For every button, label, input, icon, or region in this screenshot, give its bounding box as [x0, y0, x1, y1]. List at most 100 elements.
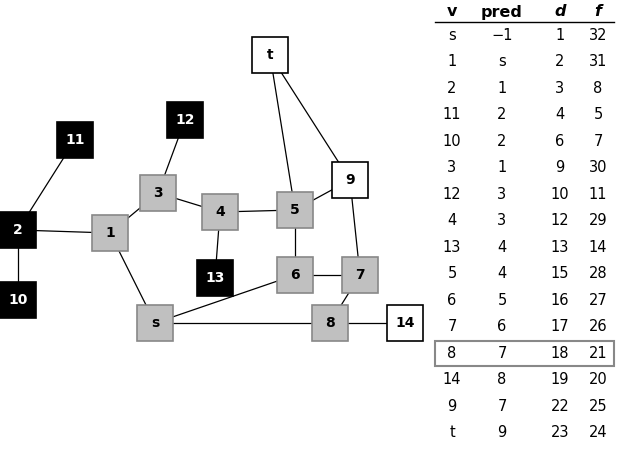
- Text: 9: 9: [498, 425, 506, 440]
- Text: 31: 31: [589, 54, 607, 69]
- FancyBboxPatch shape: [332, 162, 368, 198]
- Text: 5: 5: [594, 107, 603, 122]
- Text: 24: 24: [589, 425, 607, 440]
- Text: 6: 6: [555, 134, 565, 149]
- FancyBboxPatch shape: [57, 122, 93, 158]
- Text: 13: 13: [443, 240, 461, 255]
- Text: 11: 11: [589, 187, 607, 202]
- Text: 2: 2: [13, 223, 23, 237]
- Text: 19: 19: [551, 372, 569, 387]
- Text: s: s: [498, 54, 506, 69]
- Text: 8: 8: [498, 372, 506, 387]
- Text: 7: 7: [497, 399, 507, 414]
- Text: 15: 15: [551, 266, 569, 281]
- Text: 2: 2: [497, 107, 507, 122]
- Text: 18: 18: [551, 346, 569, 361]
- Text: 4: 4: [498, 266, 506, 281]
- Text: 8: 8: [448, 346, 457, 361]
- Text: 5: 5: [498, 293, 506, 308]
- FancyBboxPatch shape: [167, 102, 203, 138]
- FancyBboxPatch shape: [202, 194, 238, 230]
- Text: 3: 3: [555, 81, 565, 96]
- Text: 26: 26: [589, 319, 607, 334]
- FancyBboxPatch shape: [197, 260, 233, 296]
- Text: 29: 29: [589, 213, 607, 228]
- FancyBboxPatch shape: [137, 305, 173, 341]
- Text: 5: 5: [290, 203, 300, 217]
- Text: 1: 1: [448, 54, 457, 69]
- Text: 3: 3: [498, 213, 506, 228]
- Text: 1: 1: [498, 160, 506, 175]
- FancyBboxPatch shape: [252, 37, 288, 73]
- Text: 7: 7: [448, 319, 457, 334]
- Text: 5: 5: [448, 266, 457, 281]
- Text: 1: 1: [555, 28, 565, 43]
- Text: 6: 6: [448, 293, 457, 308]
- Text: 2: 2: [555, 54, 565, 69]
- FancyBboxPatch shape: [0, 212, 36, 248]
- Text: 25: 25: [589, 399, 607, 414]
- Text: 11: 11: [65, 133, 85, 147]
- Text: 12: 12: [175, 113, 195, 127]
- Text: 28: 28: [589, 266, 607, 281]
- Text: −1: −1: [491, 28, 513, 43]
- FancyBboxPatch shape: [0, 282, 36, 318]
- Text: 10: 10: [443, 134, 461, 149]
- Text: 6: 6: [498, 319, 506, 334]
- Text: 1: 1: [105, 226, 115, 240]
- Text: 6: 6: [290, 268, 300, 282]
- Text: 10: 10: [551, 187, 569, 202]
- Text: 32: 32: [589, 28, 607, 43]
- Text: 1: 1: [498, 81, 506, 96]
- Text: t: t: [449, 425, 455, 440]
- Text: 3: 3: [153, 186, 163, 200]
- FancyBboxPatch shape: [277, 257, 313, 293]
- Text: 4: 4: [555, 107, 565, 122]
- Text: 30: 30: [589, 160, 607, 175]
- Text: 2: 2: [448, 81, 457, 96]
- Text: 3: 3: [498, 187, 506, 202]
- Text: pred: pred: [481, 5, 523, 19]
- Text: 2: 2: [497, 134, 507, 149]
- FancyBboxPatch shape: [92, 215, 128, 251]
- Text: 17: 17: [551, 319, 569, 334]
- Text: 4: 4: [215, 205, 225, 219]
- Text: 3: 3: [448, 160, 457, 175]
- Text: 11: 11: [443, 107, 461, 122]
- Text: 20: 20: [589, 372, 607, 387]
- Text: 12: 12: [551, 213, 569, 228]
- Text: 9: 9: [448, 399, 457, 414]
- Text: 23: 23: [551, 425, 569, 440]
- Text: 13: 13: [206, 271, 225, 285]
- Text: s: s: [151, 316, 159, 330]
- Text: 14: 14: [443, 372, 461, 387]
- Text: 8: 8: [325, 316, 335, 330]
- FancyBboxPatch shape: [342, 257, 378, 293]
- Text: 22: 22: [551, 399, 569, 414]
- Text: 4: 4: [448, 213, 457, 228]
- Text: 4: 4: [498, 240, 506, 255]
- Text: 27: 27: [589, 293, 607, 308]
- FancyBboxPatch shape: [387, 305, 423, 341]
- Text: 16: 16: [551, 293, 569, 308]
- Text: 14: 14: [396, 316, 415, 330]
- Text: 7: 7: [355, 268, 365, 282]
- Text: 7: 7: [497, 346, 507, 361]
- FancyBboxPatch shape: [312, 305, 348, 341]
- Text: 13: 13: [551, 240, 569, 255]
- Text: 7: 7: [594, 134, 603, 149]
- Text: 9: 9: [555, 160, 565, 175]
- Text: 9: 9: [345, 173, 355, 187]
- Text: d: d: [554, 5, 566, 19]
- Text: s: s: [448, 28, 456, 43]
- FancyBboxPatch shape: [140, 175, 176, 211]
- Text: 14: 14: [589, 240, 607, 255]
- Text: f: f: [594, 5, 602, 19]
- Text: t: t: [267, 48, 274, 62]
- Text: 10: 10: [8, 293, 28, 307]
- Text: 21: 21: [589, 346, 607, 361]
- Text: 8: 8: [594, 81, 603, 96]
- Text: v: v: [447, 5, 457, 19]
- FancyBboxPatch shape: [277, 192, 313, 228]
- Text: 12: 12: [443, 187, 461, 202]
